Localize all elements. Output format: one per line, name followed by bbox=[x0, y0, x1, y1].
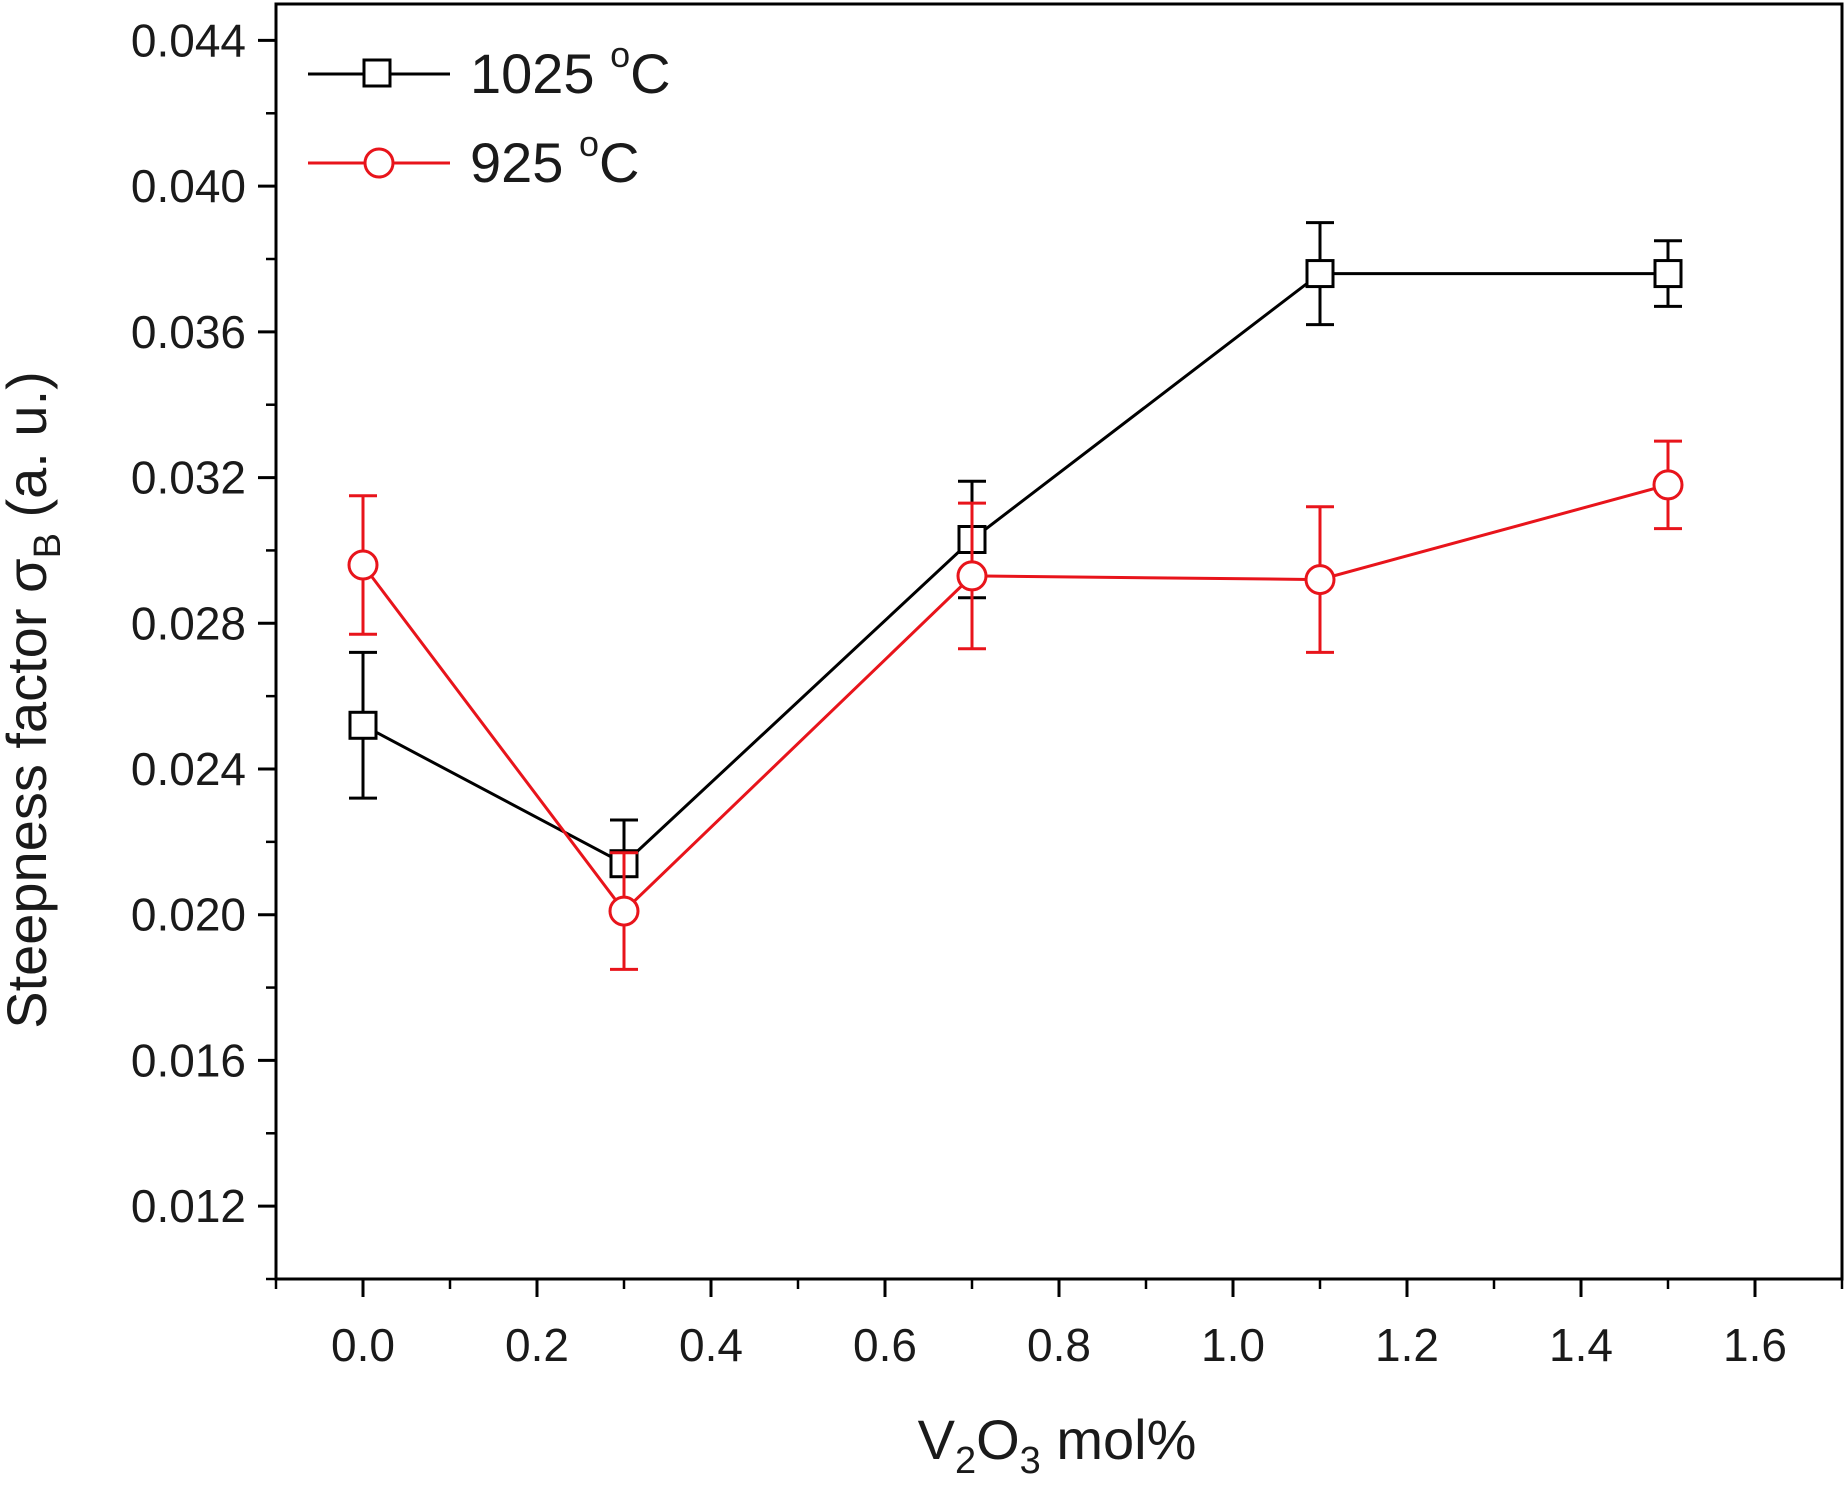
legend: 1025 oC 925 oC bbox=[308, 34, 671, 194]
series-line bbox=[361, 483, 1669, 914]
y-axis-title: Steepness factor σB (a. u.) bbox=[0, 371, 69, 1029]
data-point-circle bbox=[347, 549, 379, 581]
y-tick-label: 0.020 bbox=[131, 889, 246, 941]
x-tick-label: 1.6 bbox=[1723, 1319, 1787, 1371]
legend-marker-circle bbox=[363, 147, 395, 179]
series-1025 bbox=[348, 221, 1683, 909]
x-tick-label: 0.4 bbox=[679, 1319, 743, 1371]
legend-label-1025: 1025 oC bbox=[470, 34, 671, 105]
legend-entry-1025: 1025 oC bbox=[308, 34, 671, 105]
data-point-circle bbox=[1304, 564, 1336, 596]
y-tick-label: 0.028 bbox=[131, 597, 246, 649]
x-tick-label: 0.2 bbox=[505, 1319, 569, 1371]
y-tick-label: 0.044 bbox=[131, 14, 246, 66]
y-tick-label: 0.012 bbox=[131, 1180, 246, 1232]
y-tick-label: 0.032 bbox=[131, 452, 246, 504]
legend-marker-square bbox=[362, 58, 392, 88]
y-tick-label: 0.036 bbox=[131, 306, 246, 358]
x-tick-label: 1.0 bbox=[1201, 1319, 1265, 1371]
y-tick-label: 0.024 bbox=[131, 743, 246, 795]
data-point-square bbox=[1305, 259, 1335, 289]
data-point-square bbox=[348, 710, 378, 740]
x-tick-label: 0.0 bbox=[331, 1319, 395, 1371]
data-point-circle bbox=[608, 895, 640, 927]
x-axis: 0.0 0.2 0.4 0.6 0.8 1.0 1.2 1.4 1.6 bbox=[274, 1279, 1844, 1371]
x-tick-label: 0.6 bbox=[853, 1319, 917, 1371]
x-axis-title: V2O3 mol% bbox=[918, 1408, 1197, 1482]
plot-border bbox=[274, 2, 1844, 1281]
legend-entry-925: 925 oC bbox=[308, 123, 639, 194]
x-tick-label: 1.4 bbox=[1549, 1319, 1613, 1371]
series-925 bbox=[347, 439, 1684, 971]
data-point-circle bbox=[1652, 469, 1684, 501]
y-tick-label: 0.016 bbox=[131, 1034, 246, 1086]
data-point-circle bbox=[956, 560, 988, 592]
data-point-square bbox=[1653, 259, 1683, 289]
x-tick-label: 1.2 bbox=[1375, 1319, 1439, 1371]
x-tick-label: 0.8 bbox=[1027, 1319, 1091, 1371]
plot-frame bbox=[274, 2, 1844, 1281]
series-line bbox=[362, 272, 1668, 866]
y-tick-label: 0.040 bbox=[131, 160, 246, 212]
legend-label-925: 925 oC bbox=[470, 123, 639, 194]
series-layer bbox=[347, 221, 1684, 971]
y-axis: 0.012 0.016 0.020 0.024 0.028 0.032 0.036 0.040… bbox=[131, 14, 276, 1281]
